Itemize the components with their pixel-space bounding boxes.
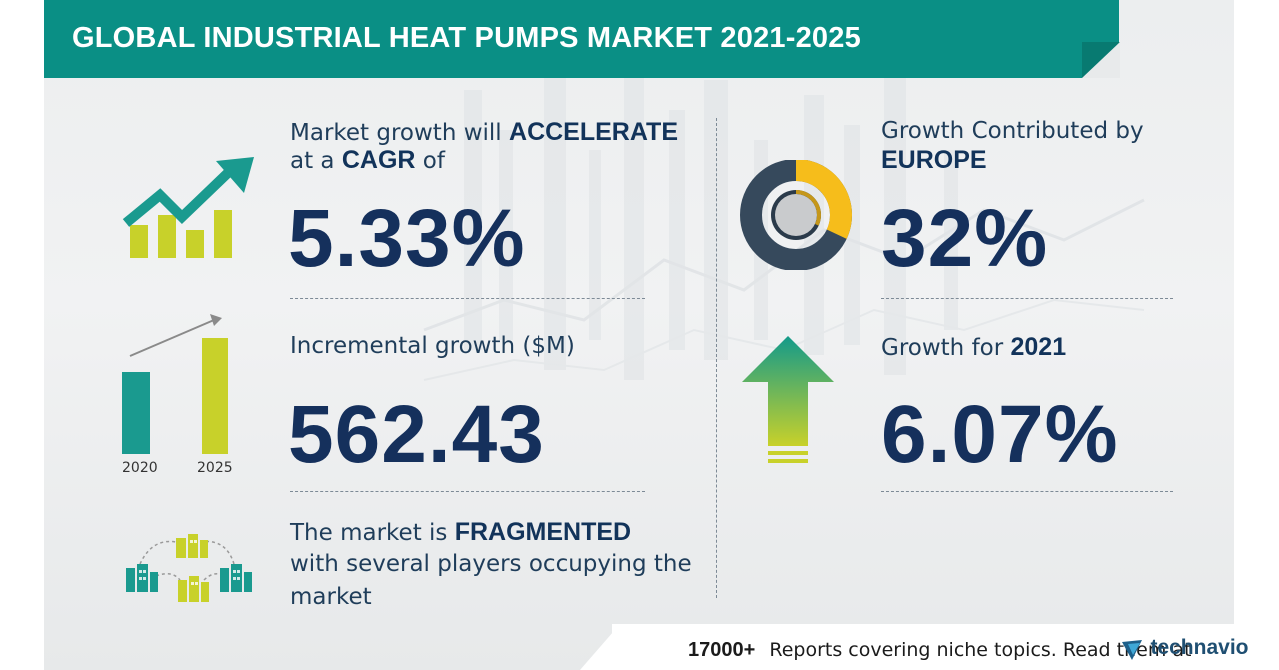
technavio-logo-icon	[1122, 639, 1142, 660]
yoy-label: Growth for 2021	[881, 333, 1067, 361]
footer-description: Reports covering niche topics. Read them…	[769, 639, 1192, 661]
market-label-line3: market	[290, 584, 372, 610]
trend-up-chart-icon	[122, 157, 254, 258]
cagr-label-line2: at a CAGR of	[290, 146, 445, 174]
footer-text: 17000+ Reports covering niche topics. Re…	[688, 639, 1191, 662]
divider-vertical	[716, 118, 717, 598]
yoy-value: 6.07%	[881, 389, 1119, 480]
buildings-network-icon	[126, 534, 252, 602]
donut-share-segment	[795, 160, 852, 239]
region-label-line1: Growth Contributed by	[881, 118, 1144, 144]
donut-inner-share	[795, 190, 821, 226]
footer-report-count: 17000+	[688, 639, 756, 661]
stock-backdrop	[423, 60, 1145, 381]
divider-right-1	[881, 298, 1173, 299]
market-label-line1: The market is FRAGMENTED	[290, 518, 632, 546]
bar-growth-icon	[122, 314, 228, 454]
divider-left-2	[290, 491, 645, 492]
region-label-line2: EUROPE	[881, 146, 987, 174]
year-end-label: 2025	[197, 460, 233, 476]
region-value: 32%	[881, 193, 1049, 284]
banner-fold-shape	[1082, 42, 1120, 78]
page-title: GLOBAL INDUSTRIAL HEAT PUMPS MARKET 2021…	[72, 22, 861, 54]
incremental-label: Incremental growth ($M)	[290, 333, 575, 359]
up-arrow-icon	[742, 336, 834, 463]
incremental-value: 562.43	[288, 389, 545, 480]
divider-left-1	[290, 298, 645, 299]
header-banner	[44, 0, 1119, 78]
market-label-line2: with several players occupying the	[290, 551, 692, 577]
background-panel	[44, 0, 1234, 670]
footer-diagonal	[580, 624, 620, 670]
divider-right-2	[881, 491, 1173, 492]
technavio-wordmark: technavio	[1150, 636, 1249, 659]
cagr-value: 5.33%	[288, 193, 526, 284]
donut-chart-icon	[740, 160, 852, 270]
cagr-label-line1: Market growth will ACCELERATE	[290, 118, 678, 146]
year-start-label: 2020	[122, 460, 158, 476]
technavio-logo[interactable]: technavio	[1122, 636, 1248, 660]
